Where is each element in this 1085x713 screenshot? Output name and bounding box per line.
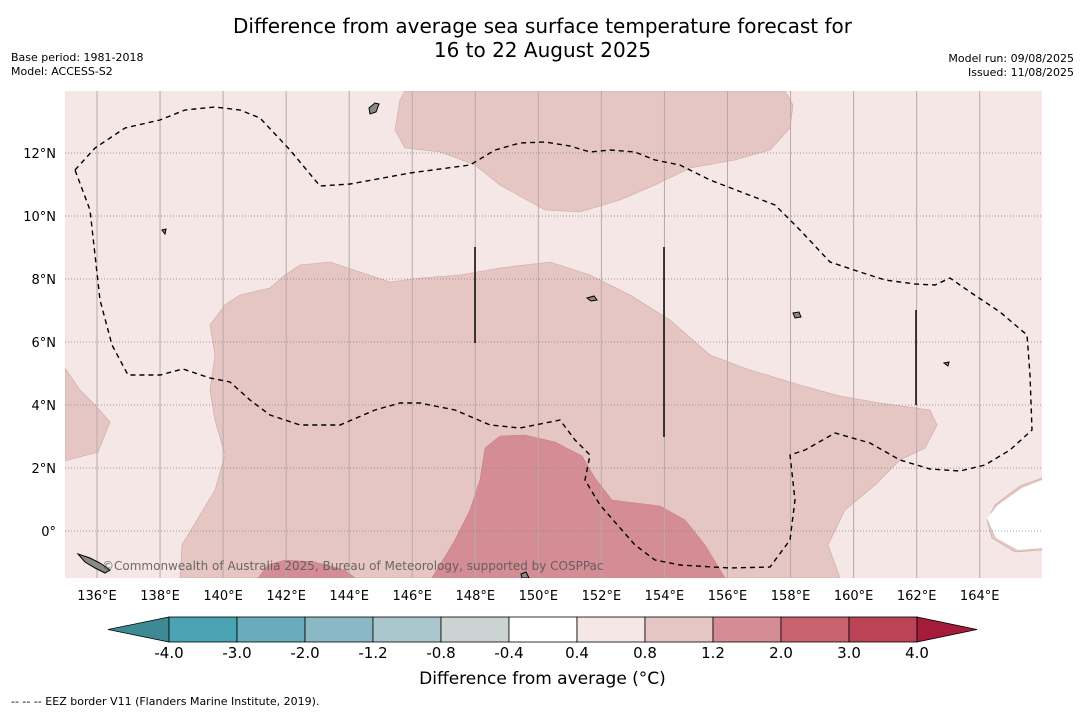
lat-tick-label: 12°N — [23, 147, 56, 162]
colorbar-segment — [848, 616, 918, 643]
meta-left: Base period: 1981-2018 Model: ACCESS-S2 — [11, 51, 143, 79]
lon-tick-label: 154°E — [645, 589, 685, 604]
colorbar-segment — [440, 616, 510, 643]
lon-tick-label: 148°E — [456, 589, 496, 604]
colorbar-segment — [168, 616, 238, 643]
model-run: Model run: 09/08/2025 — [948, 52, 1074, 65]
colorbar-segment — [780, 616, 850, 643]
lon-tick-label: 136°E — [77, 589, 117, 604]
lon-tick-label: 140°E — [203, 589, 243, 604]
meta-right: Model run: 09/08/2025 Issued: 11/08/2025 — [948, 52, 1074, 80]
model-name: Model: ACCESS-S2 — [11, 65, 113, 78]
colorbar-tick-label: 1.2 — [701, 644, 725, 662]
lat-tick-label: 10°N — [23, 210, 56, 225]
colorbar-tick-label: 0.4 — [565, 644, 589, 662]
colorbar-tick-label: -0.4 — [494, 644, 523, 662]
lon-tick-label: 138°E — [140, 589, 180, 604]
lon-tick-label: 158°E — [771, 589, 811, 604]
lon-tick-label: 142°E — [266, 589, 306, 604]
island-small-1 — [161, 228, 167, 236]
map-title: Difference from average sea surface temp… — [0, 14, 1085, 62]
eez-footnote: -- -- -- EEZ border V11 (Flanders Marine… — [11, 695, 320, 708]
anomaly-band-warm-south — [257, 559, 356, 578]
island-kosrae — [942, 361, 950, 367]
lon-tick-label: 162°E — [897, 589, 937, 604]
island-guam-area — [368, 102, 380, 115]
islands — [76, 102, 950, 578]
title-line-2: 16 to 22 August 2025 — [433, 38, 652, 62]
map-plot-area: ©Commonwealth of Australia 2025, Bureau … — [65, 91, 1042, 578]
title-line-1: Difference from average sea surface temp… — [232, 14, 852, 38]
colorbar-tick-label: -4.0 — [154, 644, 183, 662]
lon-tick-label: 160°E — [834, 589, 874, 604]
lon-tick-label: 150°E — [519, 589, 559, 604]
colorbar-tick-label: 3.0 — [837, 644, 861, 662]
island-chuuk — [585, 295, 598, 302]
colorbar-segment — [236, 616, 306, 643]
lon-tick-label: 156°E — [708, 589, 748, 604]
lon-tick-label: 144°E — [329, 589, 369, 604]
latitude-labels: 12°N 10°N 8°N 6°N 4°N 2°N 0° — [23, 147, 56, 540]
colorbar-segment — [576, 616, 646, 643]
colorbar-segment — [712, 616, 782, 643]
colorbar: -4.0 -3.0 -2.0 -1.2 -0.8 -0.4 0.4 0.8 1.2 2.0 3.0 4… — [107, 616, 978, 662]
longitude-labels: 136°E 138°E 140°E 142°E 144°E 146°E 148°E 150°E… — [77, 589, 999, 604]
colorbar-extend-high — [916, 616, 978, 643]
colorbar-extend-low — [107, 616, 170, 643]
island-small-2 — [520, 571, 530, 578]
anomaly-band-west-edge — [65, 367, 111, 462]
colorbar-tick-label: -2.0 — [290, 644, 319, 662]
colorbar-title: Difference from average (°C) — [419, 669, 666, 689]
colorbar-tick-label: -3.0 — [222, 644, 251, 662]
colorbar-segment — [644, 616, 714, 643]
lat-tick-label: 8°N — [32, 273, 57, 288]
colorbar-tick-label: 0.8 — [633, 644, 657, 662]
colorbar-segment — [304, 616, 374, 643]
colorbar-tick-label: -1.2 — [358, 644, 387, 662]
lon-tick-label: 164°E — [960, 589, 1000, 604]
copyright-watermark: ©Commonwealth of Australia 2025, Bureau … — [102, 559, 604, 573]
issued-date: Issued: 11/08/2025 — [967, 66, 1074, 79]
gridlines-latitude — [65, 152, 1042, 532]
neutral-patch-east — [987, 480, 1042, 550]
colorbar-segment — [372, 616, 442, 643]
colorbar-segment — [508, 616, 578, 643]
island-pohnpei — [792, 311, 802, 319]
base-period: Base period: 1981-2018 — [11, 51, 144, 64]
colorbar-tick-label: -0.8 — [426, 644, 455, 662]
lon-tick-label: 146°E — [392, 589, 432, 604]
lon-tick-label: 152°E — [582, 589, 622, 604]
lat-tick-label: 6°N — [32, 336, 57, 351]
island-png-north — [76, 552, 111, 574]
colorbar-tick-label: 4.0 — [905, 644, 929, 662]
lat-tick-label: 4°N — [32, 399, 57, 414]
lat-tick-label: 2°N — [32, 462, 57, 477]
lat-tick-label: 0° — [41, 525, 56, 540]
colorbar-tick-label: 2.0 — [769, 644, 793, 662]
